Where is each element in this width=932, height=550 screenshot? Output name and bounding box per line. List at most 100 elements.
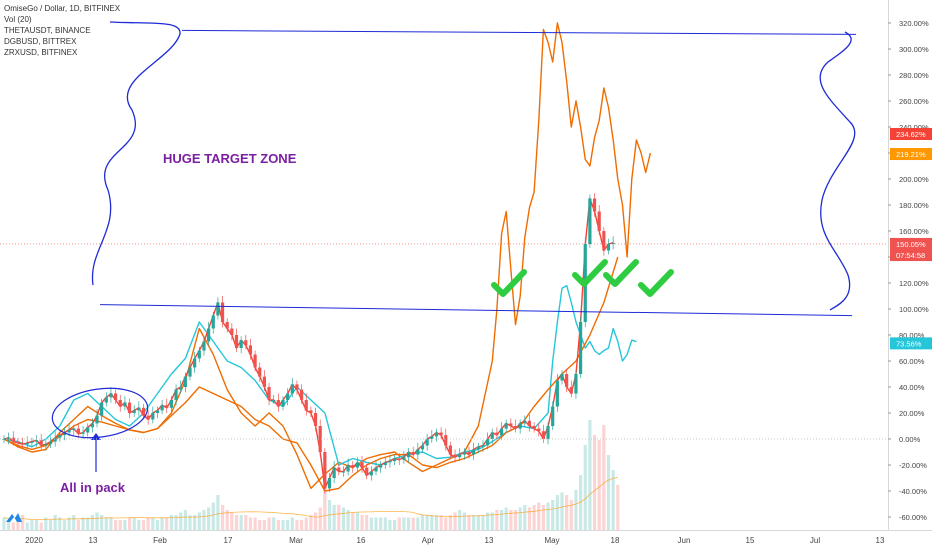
candle-body[interactable] [318, 426, 322, 452]
candle-body[interactable] [137, 407, 141, 411]
candle-body[interactable] [160, 405, 164, 411]
candle-body[interactable] [518, 423, 522, 429]
candle-body[interactable] [541, 431, 545, 439]
candle-body[interactable] [118, 400, 122, 407]
candle-body[interactable] [499, 428, 504, 436]
candle-body[interactable] [574, 374, 578, 394]
candle-body[interactable] [53, 437, 57, 442]
candle-body[interactable] [420, 445, 425, 450]
candle-body[interactable] [281, 400, 285, 407]
candle-body[interactable] [304, 400, 308, 411]
candle-body[interactable] [393, 458, 397, 462]
candle-body[interactable] [211, 315, 215, 329]
candle-body[interactable] [481, 445, 485, 447]
candle-body[interactable] [341, 471, 346, 473]
candle-body[interactable] [346, 465, 350, 472]
candle-body[interactable] [286, 393, 290, 401]
candle-body[interactable] [72, 428, 76, 430]
candle-body[interactable] [151, 413, 155, 420]
candle-body[interactable] [290, 384, 294, 394]
candle-body[interactable] [551, 406, 555, 427]
candle-body[interactable] [267, 387, 271, 400]
candle-body[interactable] [472, 449, 476, 455]
candle-body[interactable] [216, 302, 220, 316]
candle-body[interactable] [602, 231, 606, 251]
candle-body[interactable] [611, 242, 615, 244]
candle-body[interactable] [165, 405, 169, 408]
candle-body[interactable] [425, 439, 429, 446]
check-mark-icon[interactable] [603, 259, 639, 287]
candle-body[interactable] [486, 439, 490, 446]
candle-body[interactable] [253, 354, 257, 368]
candle-body[interactable] [123, 402, 127, 407]
candle-body[interactable] [141, 407, 146, 416]
candle-body[interactable] [239, 340, 243, 348]
candle-body[interactable] [127, 402, 132, 413]
target-top-line[interactable] [181, 29, 857, 35]
legend-compare-theta[interactable]: THETAUSDT, BINANCE [4, 26, 91, 35]
candle-body[interactable] [30, 441, 34, 443]
legend-compare-zrx[interactable]: ZRXUSD, BITFINEX [4, 48, 78, 57]
candle-body[interactable] [272, 400, 276, 401]
check-mark-icon[interactable] [491, 269, 527, 297]
candle-body[interactable] [95, 415, 99, 424]
candle-body[interactable] [462, 452, 466, 455]
candle-body[interactable] [374, 467, 378, 472]
candle-body[interactable] [16, 441, 20, 443]
candle-body[interactable] [67, 429, 71, 433]
candle-body[interactable] [495, 432, 499, 436]
candle-body[interactable] [58, 435, 62, 438]
target-bottom-line[interactable] [99, 304, 853, 317]
candle-body[interactable] [207, 328, 211, 342]
candle-body[interactable] [523, 420, 527, 424]
candle-body[interactable] [332, 467, 336, 478]
candle-body[interactable] [248, 345, 253, 355]
candle-body[interactable] [183, 376, 187, 387]
legend-compare-dgb[interactable]: DGBUSD, BITTREX [4, 37, 77, 46]
candle-body[interactable] [155, 410, 160, 413]
candle-body[interactable] [230, 328, 234, 336]
candle-body[interactable] [565, 374, 569, 387]
candle-body[interactable] [351, 465, 355, 468]
candle-body[interactable] [592, 198, 597, 212]
candle-body[interactable] [369, 471, 373, 476]
candle-body[interactable] [76, 428, 80, 434]
candle-body[interactable] [300, 389, 304, 400]
candle-body[interactable] [513, 426, 518, 429]
candle-body[interactable] [313, 413, 318, 426]
legend-main-symbol[interactable]: OmiseGo / Dollar, 1D, BITFINEX [4, 4, 121, 13]
candle-body[interactable] [337, 467, 341, 472]
candle-body[interactable] [490, 432, 494, 440]
candle-body[interactable] [220, 302, 225, 323]
candle-body[interactable] [262, 376, 266, 387]
candle-body[interactable] [104, 397, 108, 403]
candle-body[interactable] [179, 387, 183, 390]
check-mark-icon[interactable] [572, 259, 608, 287]
candle-body[interactable] [146, 415, 150, 420]
candle-body[interactable] [276, 400, 280, 407]
candle-body[interactable] [504, 423, 508, 429]
candle-body[interactable] [579, 322, 583, 374]
candle-body[interactable] [379, 465, 383, 468]
candle-body[interactable] [169, 400, 173, 408]
candle-body[interactable] [327, 478, 332, 489]
candle-body[interactable] [295, 384, 299, 390]
candle-body[interactable] [467, 452, 471, 455]
candle-body[interactable] [597, 211, 601, 232]
candle-body[interactable] [606, 244, 611, 251]
candle-body[interactable] [309, 410, 313, 413]
candle-body[interactable] [555, 380, 559, 407]
candle-body[interactable] [416, 449, 420, 455]
candle-body[interactable] [560, 374, 564, 381]
candle-body[interactable] [360, 462, 364, 468]
candle-body[interactable] [197, 350, 201, 359]
candle-body[interactable] [402, 457, 406, 460]
candle-body[interactable] [439, 432, 443, 436]
candle-body[interactable] [34, 440, 39, 442]
candle-body[interactable] [527, 420, 532, 426]
candle-body[interactable] [355, 462, 359, 468]
candle-body[interactable] [90, 423, 94, 428]
candle-body[interactable] [21, 442, 25, 445]
candle-body[interactable] [458, 454, 462, 458]
candle-body[interactable] [109, 393, 113, 398]
